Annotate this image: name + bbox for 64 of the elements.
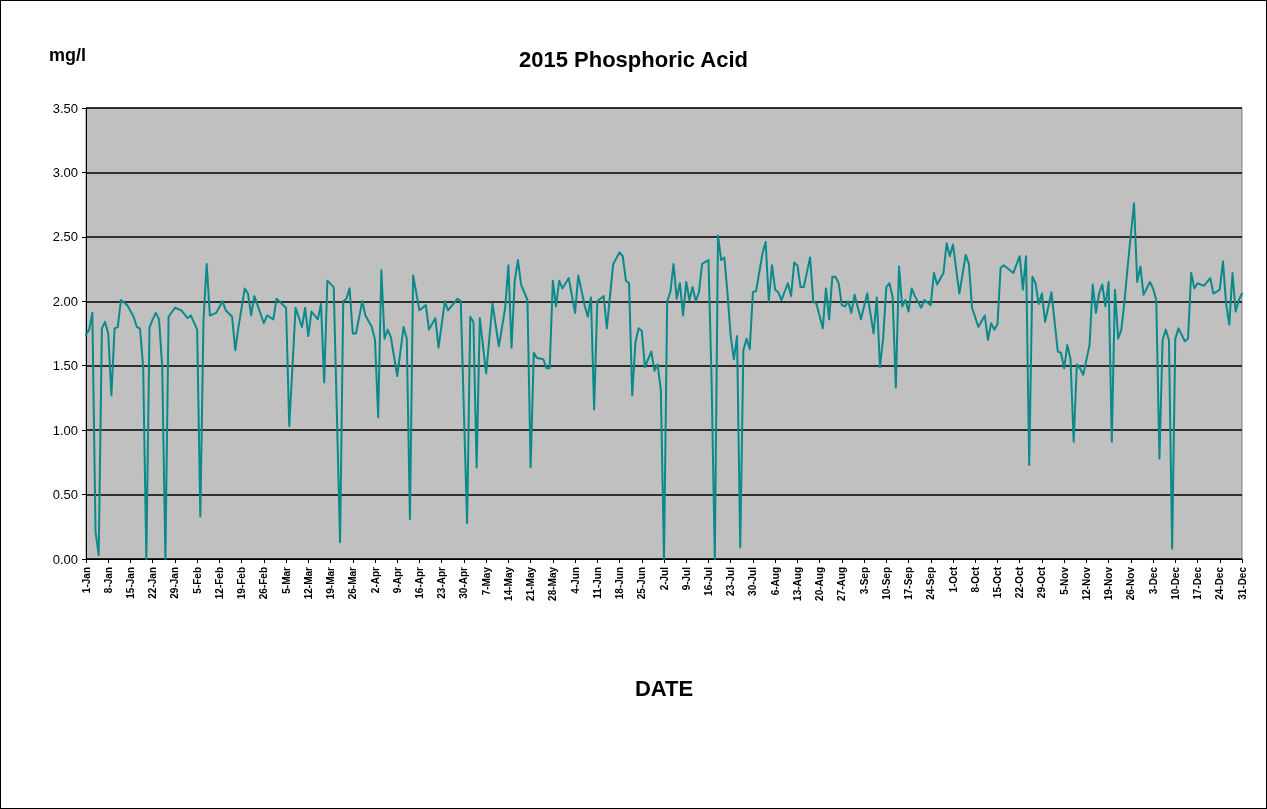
x-tick-label: 20-Aug (814, 567, 826, 601)
x-tick-label: 5-Mar (280, 566, 292, 594)
x-tick-label: 19-Feb (236, 567, 248, 600)
x-tick-label: 13-Aug (791, 567, 803, 601)
x-tick-label: 1-Jan (80, 567, 92, 594)
x-tick-label: 9-Jul (680, 566, 692, 591)
x-tick-label: 3-Sep (858, 567, 870, 595)
x-tick-label: 29-Jan (169, 567, 181, 599)
y-tick-label: 2.50 (52, 229, 78, 245)
x-tick-label: 22-Jan (147, 567, 159, 599)
x-tick-label: 16-Jul (702, 566, 714, 596)
x-tick-label: 22-Oct (1014, 566, 1026, 599)
y-tick-label: 0.50 (52, 487, 78, 503)
x-tick-label: 6-Aug (769, 567, 781, 596)
x-tick-label: 17-Dec (1192, 566, 1204, 600)
x-tick-label: 12-Feb (213, 567, 225, 600)
x-tick-label: 10-Dec (1169, 566, 1181, 600)
x-tick-label: 8-Oct (969, 566, 981, 593)
y-tick-label: 1.50 (52, 358, 78, 374)
x-tick-label: 30-Apr (458, 566, 470, 599)
y-tick-label: 1.00 (52, 422, 78, 438)
x-tick-label: 18-Jun (614, 567, 626, 600)
x-tick-label: 5-Feb (191, 567, 203, 594)
x-tick-label: 7-May (480, 566, 492, 596)
x-tick-label: 5-Nov (1058, 566, 1070, 595)
x-tick-label: 15-Jan (124, 567, 136, 599)
x-tick-label: 23-Jul (725, 566, 737, 596)
x-tick-label: 8-Jan (102, 567, 114, 594)
y-axis-title: mg/l (48, 45, 86, 65)
x-tick-label: 24-Dec (1214, 566, 1226, 600)
x-tick-label: 11-Jun (591, 567, 603, 599)
x-tick-label: 14-May (502, 566, 514, 601)
y-tick-label: 2.00 (52, 293, 78, 309)
x-tick-label: 2-Jul (658, 566, 670, 591)
x-tick-label: 21-May (525, 566, 537, 601)
y-tick-label: 3.00 (52, 164, 78, 180)
x-tick-label: 16-Apr (413, 566, 425, 599)
x-tick-label: 3-Dec (1147, 566, 1159, 595)
x-tick-label: 28-May (547, 566, 559, 601)
x-tick-label: 27-Aug (836, 567, 848, 601)
x-tick-label: 9-Apr (391, 566, 403, 594)
x-tick-label: 19-Nov (1103, 566, 1115, 601)
y-tick-label: 3.50 (52, 100, 78, 116)
x-tick-label: 26-Mar (347, 566, 359, 600)
chart-title: 2015 Phosphoric Acid (518, 46, 749, 72)
x-tick-label: 12-Mar (302, 566, 314, 600)
x-tick-label: 26-Feb (258, 567, 270, 600)
x-tick-label: 29-Oct (1036, 566, 1048, 599)
x-tick-label: 10-Sep (880, 567, 892, 600)
x-tick-label: 23-Apr (436, 566, 448, 599)
x-tick-label: 24-Sep (925, 567, 937, 600)
x-tick-label: 1-Oct (947, 566, 959, 593)
x-tick-label: 26-Nov (1125, 566, 1137, 601)
x-axis-title: DATE (634, 675, 694, 701)
x-tick-label: 12-Nov (1080, 566, 1092, 601)
x-tick-label: 2-Apr (369, 566, 381, 594)
x-tick-label: 4-Jun (569, 567, 581, 594)
x-tick-label: 17-Sep (903, 567, 915, 600)
y-tick-label: 0.00 (52, 551, 78, 567)
x-tick-label: 30-Jul (747, 566, 759, 596)
x-tick-label: 31-Dec (1236, 566, 1248, 600)
x-tick-label: 15-Oct (991, 566, 1003, 599)
x-tick-label: 19-Mar (325, 566, 337, 600)
x-tick-label: 25-Jun (636, 567, 648, 600)
